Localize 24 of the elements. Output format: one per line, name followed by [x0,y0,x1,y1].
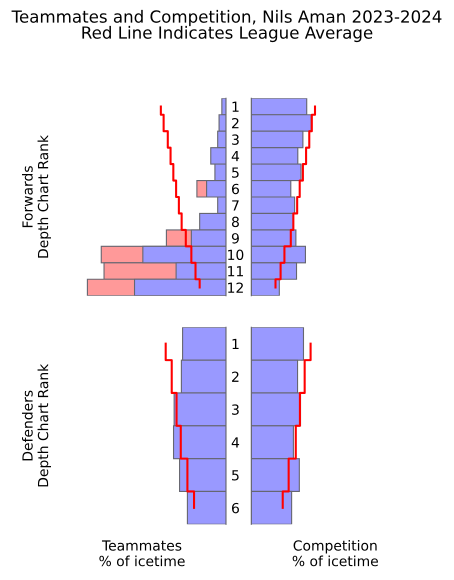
y-axis-title: Forwards Depth Chart Rank [22,135,51,258]
y-tick-label: 7 [232,200,239,210]
y-tick-label: 5 [232,167,239,178]
y-tick-label: 6 [232,502,239,514]
y-tick-label: 4 [232,151,240,162]
y-tick-label: 1 [232,102,239,112]
x-axis-title: Competition % of icetime [292,540,378,566]
x-axis-title: Teammates % of icetime [99,540,185,566]
chart-subtitle: Red Line Indicates League Average [82,26,372,42]
y-tick-label: 5 [232,470,239,481]
y-tick-label: 4 [232,437,240,448]
y-tick-label: 1 [232,338,239,349]
y-tick-label: 12 [228,282,243,293]
chart-title: Teammates and Competition, Nils Aman 2023-2024 [12,10,442,26]
y-axis-title: Defenders Depth Chart Rank [22,364,51,486]
y-tick-label: 2 [232,118,238,128]
y-tick-label: 8 [232,216,239,228]
y-tick-label: 2 [232,372,238,382]
y-tick-label: 3 [232,134,239,145]
y-tick-label: 9 [232,233,239,244]
y-tick-label: 11 [228,266,243,276]
y-tick-label: 3 [232,404,239,415]
y-tick-label: 6 [232,184,239,194]
y-tick-label: 10 [228,250,244,260]
